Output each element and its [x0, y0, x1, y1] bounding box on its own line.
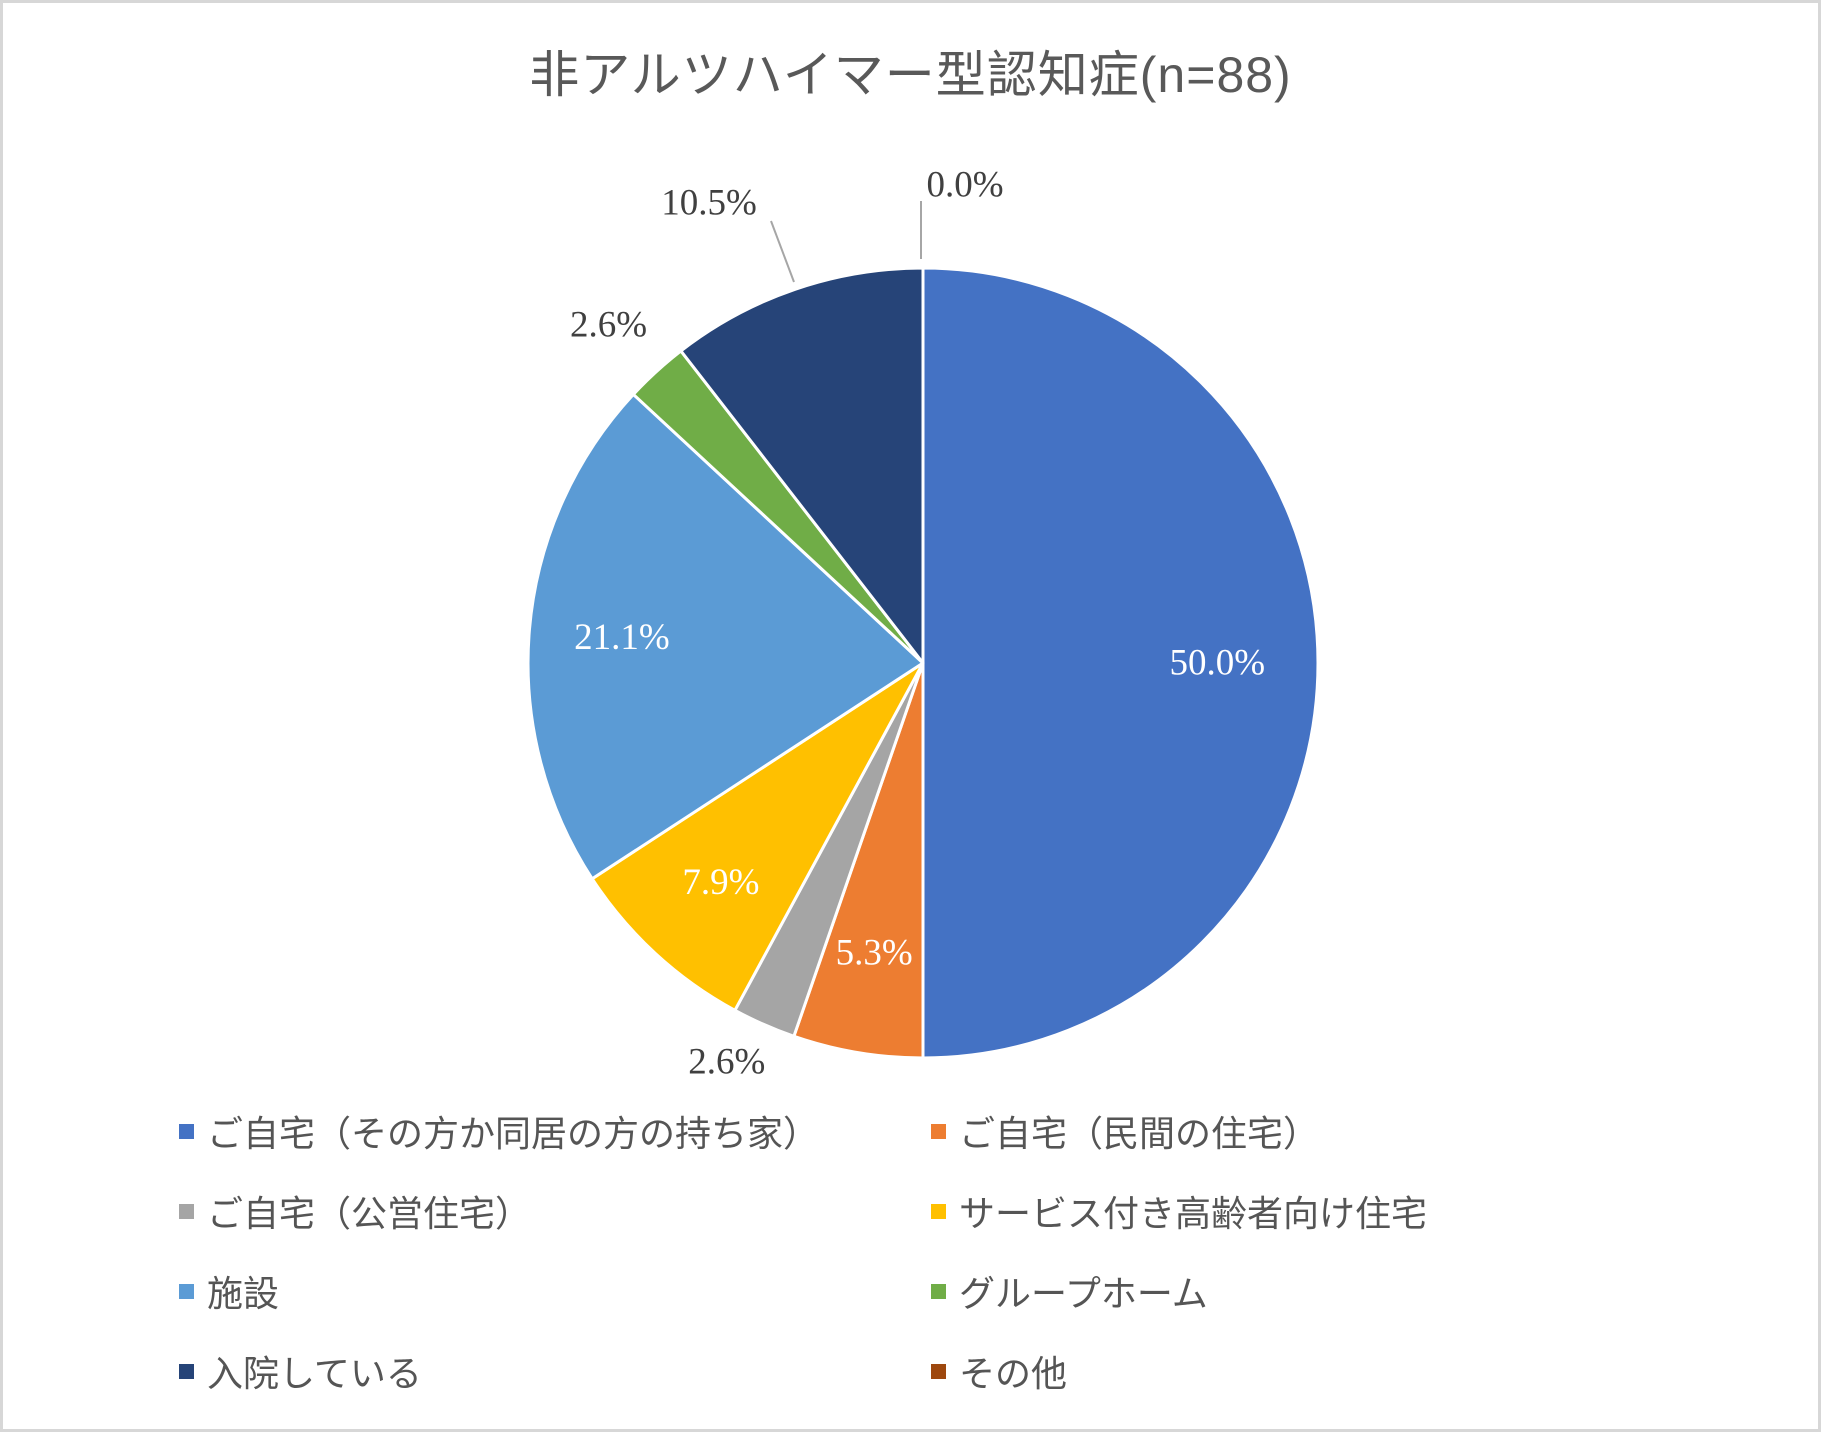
- data-label-3: 7.9%: [682, 862, 759, 903]
- legend-color-swatch: [179, 1283, 194, 1299]
- legend-label: ご自宅（民間の住宅）: [959, 1114, 1320, 1154]
- legend-item-6[interactable]: 入院している: [179, 1345, 931, 1397]
- legend-item-4[interactable]: 施設: [179, 1265, 931, 1317]
- legend-color-swatch: [931, 1283, 946, 1299]
- legend-item-5[interactable]: グループホーム: [931, 1265, 1427, 1317]
- pie-slice-4[interactable]: [526, 392, 925, 881]
- legend-label: 入院している: [207, 1354, 422, 1394]
- legend-item-1[interactable]: ご自宅（民間の住宅）: [931, 1105, 1427, 1157]
- pie-slice-0[interactable]: [921, 266, 1320, 1060]
- data-label-1: 5.3%: [836, 933, 913, 974]
- legend-label: その他: [959, 1354, 1068, 1394]
- legend-label: ご自宅（公営住宅）: [207, 1194, 532, 1234]
- legend-color-swatch: [931, 1203, 946, 1219]
- legend-item-0[interactable]: ご自宅（その方か同居の方の持ち家）: [179, 1105, 931, 1157]
- legend-label: サービス付き高齢者向け住宅: [959, 1194, 1428, 1234]
- legend-label: 施設: [207, 1274, 280, 1314]
- data-label-0: 50.0%: [1170, 643, 1266, 684]
- data-label-7: 0.0%: [926, 165, 1003, 206]
- pie-slice-3[interactable]: [590, 661, 925, 1012]
- chart-title: 非アルツハイマー型認知症(n=88): [529, 47, 1292, 103]
- data-label-5: 2.6%: [570, 305, 647, 346]
- pie-plot: 50.0% 5.3% 2.6% 7.9% 21.1% 2.6% 10.5% 0.0%: [526, 165, 1320, 1082]
- legend-item-2[interactable]: ご自宅（公営住宅）: [179, 1185, 931, 1237]
- legend-color-swatch: [179, 1123, 194, 1139]
- leader-line-6: [770, 220, 795, 283]
- legend: ご自宅（その方か同居の方の持ち家） ご自宅（民間の住宅） ご自宅（公営住宅） サービス…: [179, 1091, 1427, 1411]
- legend-label: ご自宅（その方か同居の方の持ち家）: [207, 1114, 820, 1154]
- legend-item-7[interactable]: その他: [931, 1345, 1427, 1397]
- legend-color-swatch: [931, 1363, 946, 1379]
- legend-color-swatch: [179, 1203, 194, 1219]
- legend-color-swatch: [179, 1363, 194, 1379]
- data-label-2: 2.6%: [688, 1041, 765, 1082]
- pie-slice-6[interactable]: [679, 266, 925, 665]
- data-label-4: 21.1%: [574, 617, 670, 658]
- data-label-6: 10.5%: [661, 183, 757, 224]
- legend-item-3[interactable]: サービス付き高齢者向け住宅: [931, 1185, 1427, 1237]
- legend-color-swatch: [931, 1123, 946, 1139]
- legend-label: グループホーム: [959, 1274, 1208, 1314]
